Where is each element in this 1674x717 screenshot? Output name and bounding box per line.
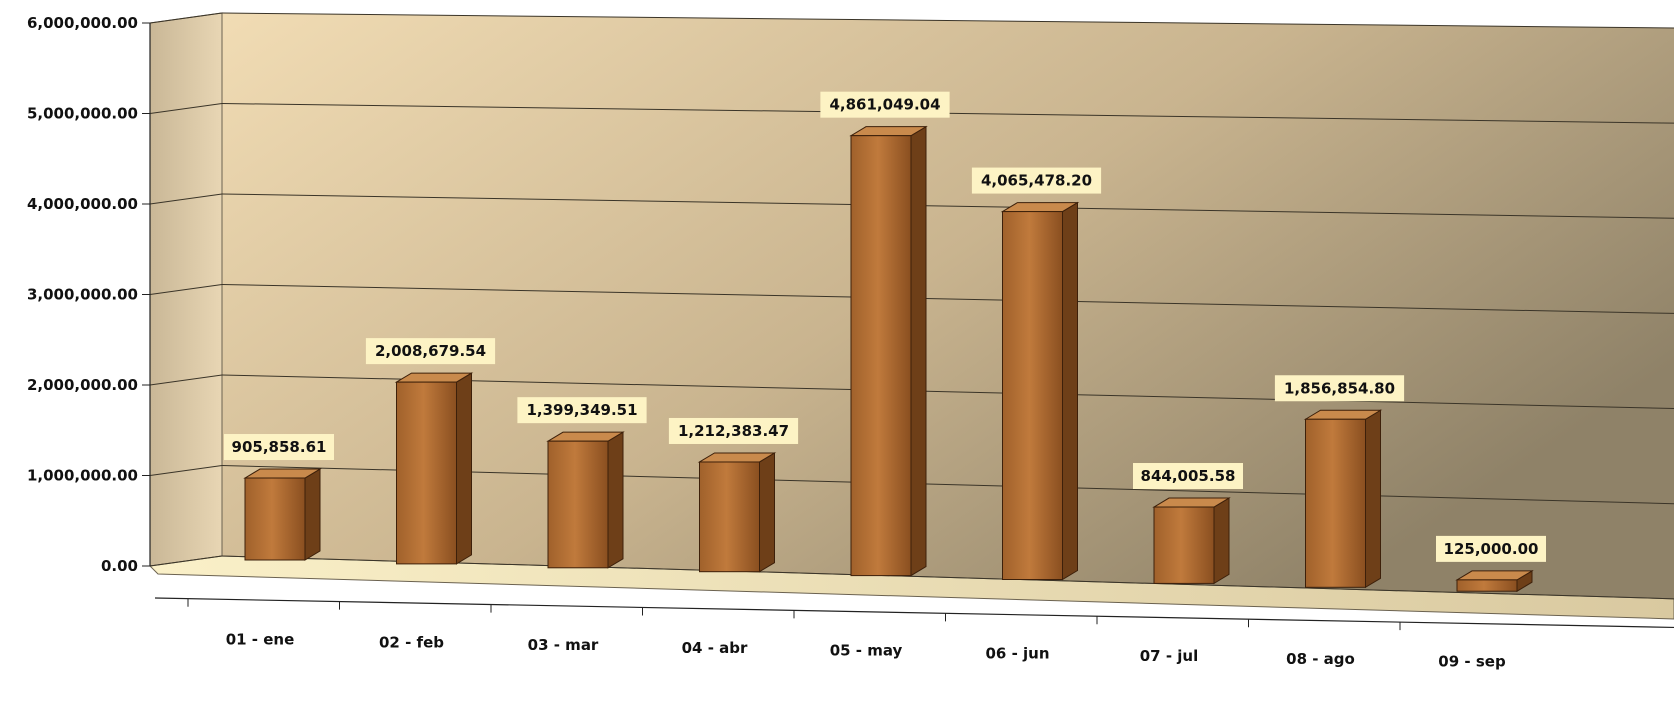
y-tick-label: 5,000,000.00 — [27, 105, 138, 123]
gridline — [221, 12, 1674, 29]
x-tick-label: 07 - jul — [1140, 647, 1199, 665]
bar — [850, 135, 912, 577]
data-label-bg — [1133, 463, 1243, 490]
bar — [1305, 418, 1366, 588]
bar-side — [607, 431, 624, 569]
bar-side — [1062, 201, 1078, 581]
x-tick-label: 08 - ago — [1286, 650, 1355, 668]
y-tick-label: 6,000,000.00 — [27, 14, 138, 32]
bar — [1153, 506, 1215, 584]
side-gridline — [149, 465, 223, 476]
x-tick-label: 02 - feb — [379, 633, 444, 651]
bar-side — [1213, 497, 1230, 585]
bar-side — [304, 468, 321, 561]
data-label: 1,399,349.51 — [526, 401, 637, 419]
data-label: 4,861,049.04 — [829, 96, 940, 114]
y-tick-label: 2,000,000.00 — [27, 376, 138, 394]
data-label: 1,856,854.80 — [1284, 379, 1395, 397]
x-tick-label: 01 - ene — [226, 631, 295, 649]
gridline — [221, 193, 1674, 219]
side-gridline — [149, 12, 223, 24]
bar — [1456, 579, 1518, 592]
data-label: 125,000.00 — [1444, 540, 1539, 558]
data-labels: 905,858.61 2,008,679.54 1,399,349.51 1,212,… — [224, 91, 1546, 562]
bar-side — [759, 452, 775, 573]
bar — [396, 381, 457, 565]
y-tick-label: 3,000,000.00 — [27, 286, 138, 304]
x-tick-label: 09 - sep — [1438, 653, 1506, 671]
data-label: 4,065,478.20 — [981, 172, 1092, 190]
x-tick-label: 04 - abr — [682, 639, 748, 657]
y-tick-label: 0.00 — [101, 557, 138, 575]
data-label-bg — [517, 397, 647, 424]
data-label: 1,212,383.47 — [678, 422, 789, 440]
data-label-bg — [1436, 535, 1546, 562]
bars — [243, 125, 1534, 593]
y-tick-label: 4,000,000.00 — [27, 195, 138, 213]
axes: 0.00 1,000,000.00 2,000,000.00 3,000,000.00… — [27, 14, 1674, 671]
data-label-bg — [820, 91, 950, 118]
side-gridline — [149, 555, 223, 567]
side-gridline — [149, 193, 223, 205]
y-tick-label: 1,000,000.00 — [27, 467, 138, 485]
data-label: 905,858.61 — [232, 438, 327, 456]
bar-side — [1365, 409, 1381, 589]
data-label-bg — [668, 417, 799, 444]
data-label-bg — [365, 338, 496, 365]
side-gridline — [149, 284, 223, 295]
bar — [699, 461, 760, 573]
bar — [547, 440, 609, 569]
x-axis — [154, 597, 1674, 629]
bar — [1002, 211, 1063, 580]
x-tick-label: 06 - jun — [985, 644, 1049, 662]
data-label-bg — [224, 434, 334, 461]
gridline — [221, 555, 1674, 600]
bar-side — [910, 125, 927, 577]
gridline — [221, 284, 1674, 314]
data-label-bg — [1274, 375, 1405, 402]
data-label: 844,005.58 — [1141, 467, 1236, 485]
x-tick-label: 03 - mar — [528, 636, 599, 654]
bar — [244, 477, 306, 561]
side-gridline — [149, 103, 223, 114]
data-label-bg — [971, 167, 1102, 194]
side-gridline — [149, 374, 223, 386]
data-label: 2,008,679.54 — [375, 342, 486, 360]
x-tick-label: 05 - may — [830, 642, 903, 660]
bar-side — [456, 372, 472, 565]
